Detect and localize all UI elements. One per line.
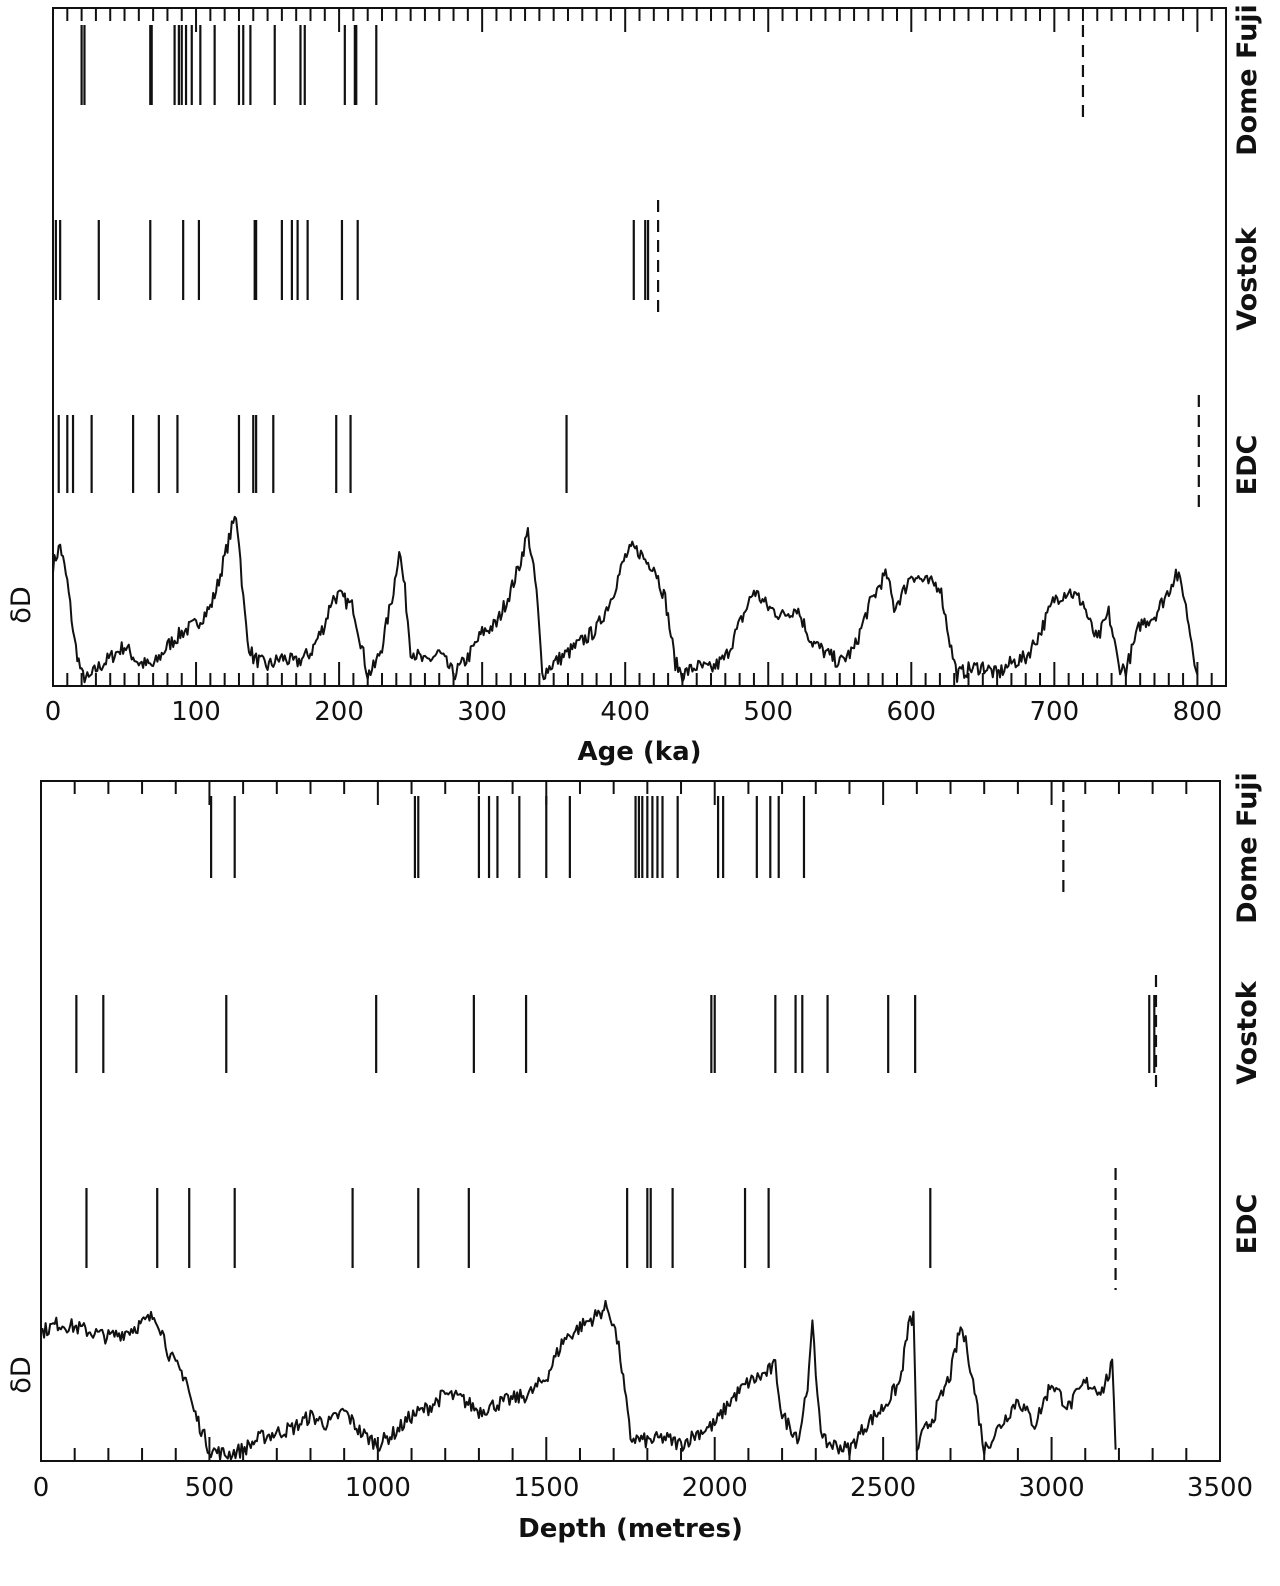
core-label: Vostok xyxy=(1232,980,1263,1084)
x-tick-label: 3000 xyxy=(1018,1473,1084,1503)
core-label: EDC xyxy=(1232,435,1263,496)
x-axis-title: Depth (metres) xyxy=(518,1514,743,1544)
x-tick-label: 500 xyxy=(185,1473,235,1503)
x-tick-label: 3500 xyxy=(1187,1473,1253,1503)
plot-frame xyxy=(52,7,1227,687)
core-label: Dome Fuji xyxy=(1232,772,1263,924)
x-tick-label: 1000 xyxy=(345,1473,411,1503)
x-tick-label: 2500 xyxy=(850,1473,916,1503)
core-label: Dome Fuji xyxy=(1232,4,1263,156)
x-tick-label: 200 xyxy=(314,697,364,727)
x-tick-label: 100 xyxy=(171,697,221,727)
y-axis-label: δD xyxy=(6,1356,37,1393)
core-label: Vostok xyxy=(1232,226,1263,330)
x-tick-label: 0 xyxy=(45,697,62,727)
x-axis-title: Age (ka) xyxy=(577,737,701,767)
x-tick-label: 600 xyxy=(886,697,936,727)
y-axis-label: δD xyxy=(6,586,37,623)
x-tick-label: 0 xyxy=(33,1473,50,1503)
delta-d-series-line xyxy=(52,515,1199,684)
age-panel: 0 100 200 300 400 500 600 700 800 Age (ka) δD Dome … xyxy=(6,4,1263,767)
x-tick-label: 500 xyxy=(743,697,793,727)
x-tick-label: 300 xyxy=(457,697,507,727)
plot-frame xyxy=(40,780,1221,1462)
x-tick-label: 800 xyxy=(1173,697,1223,727)
core-label: EDC xyxy=(1232,1194,1263,1255)
x-tick-label: 700 xyxy=(1030,697,1080,727)
x-tick-label: 2000 xyxy=(682,1473,748,1503)
depth-panel: 0 500 1000 1500 2000 2500 3000 3500 Depth (metre… xyxy=(6,772,1263,1544)
x-tick-label: 1500 xyxy=(513,1473,579,1503)
x-tick-label: 400 xyxy=(600,697,650,727)
delta-d-series-line xyxy=(40,1299,1117,1461)
